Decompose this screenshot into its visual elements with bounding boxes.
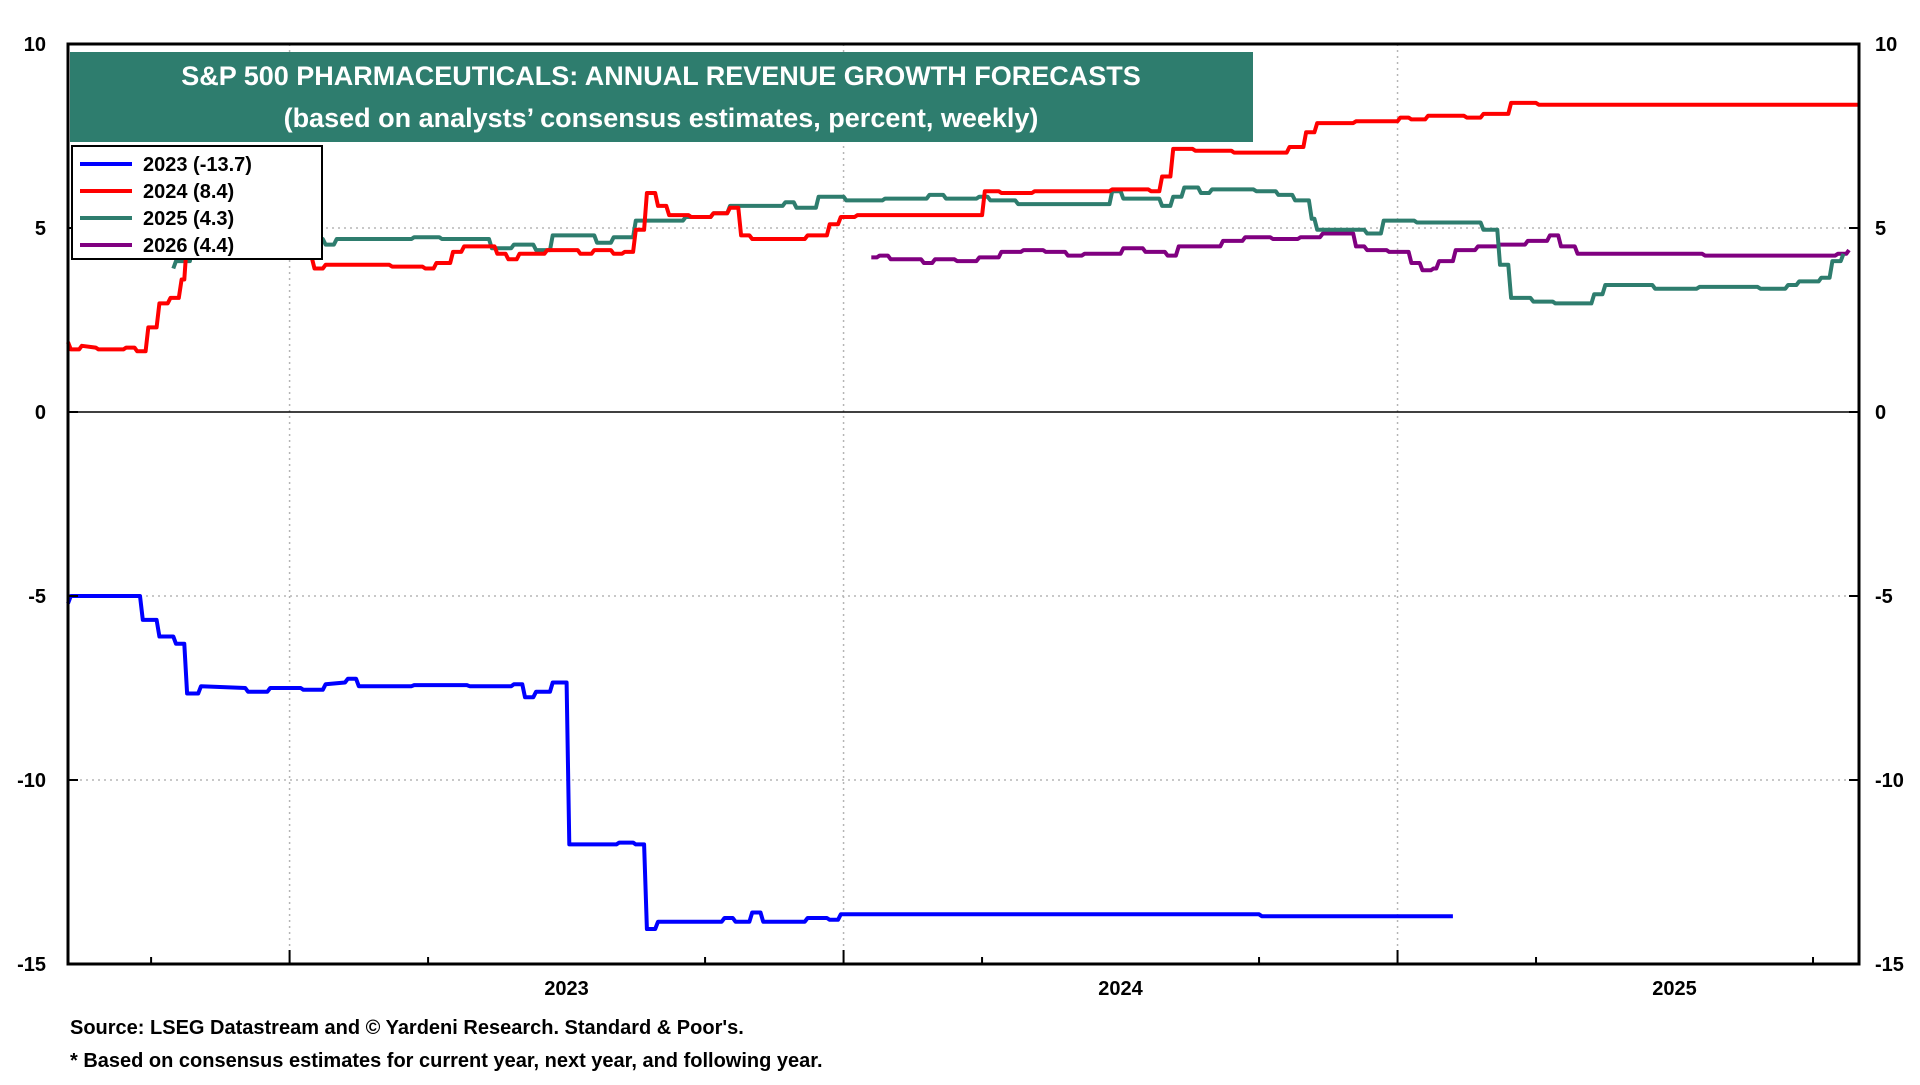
y-tick-label-left: 5	[35, 218, 46, 240]
series-line	[171, 185, 1846, 306]
y-tick-label-right: 0	[1875, 402, 1886, 424]
y-tick-label-right: -10	[1875, 770, 1904, 792]
grid-layer	[68, 44, 1859, 964]
y-tick-label-right: 5	[1875, 218, 1886, 240]
x-tick-label: 2025	[1652, 978, 1697, 1000]
y-tick-label-right: -5	[1875, 586, 1893, 608]
y-tick-label-left: -15	[17, 954, 46, 976]
legend: 2023 (-13.7) 2024 (8.4) 2025 (4.3) 2026 (4.…	[71, 145, 323, 260]
legend-label: 2023 (-13.7)	[143, 154, 252, 176]
series-line	[871, 231, 1851, 273]
axis-layer: 10 10 5 5 0 0 -5 -5 -10 -10 -15 -15 2023 2024 2025	[17, 34, 1904, 1000]
legend-label: 2026 (4.4)	[143, 235, 234, 257]
title-background	[70, 52, 1253, 142]
y-tick-label-right: -15	[1875, 954, 1904, 976]
plot-frame	[66, 42, 1861, 966]
x-tick-label: 2023	[544, 978, 589, 1000]
y-tick-label-left: 0	[35, 402, 46, 424]
series-line	[66, 594, 1453, 931]
footer-note: * Based on consensus estimates for curre…	[70, 1050, 823, 1072]
x-tick-label: 2024	[1098, 978, 1143, 1000]
y-tick-label-left: 10	[24, 34, 46, 56]
y-tick-label-left: -10	[17, 770, 46, 792]
series-layer	[66, 100, 1859, 931]
title-box: S&P 500 PHARMACEUTICALS: ANNUAL REVENUE …	[70, 52, 1253, 142]
legend-label: 2024 (8.4)	[143, 181, 234, 203]
chart-title: S&P 500 PHARMACEUTICALS: ANNUAL REVENUE …	[181, 61, 1141, 91]
y-tick-label-right: 10	[1875, 34, 1897, 56]
y-tick-label-left: -5	[28, 586, 46, 608]
chart-subtitle: (based on analysts’ consensus estimates,…	[284, 103, 1039, 133]
footer-source: Source: LSEG Datastream and © Yardeni Re…	[70, 1017, 744, 1039]
legend-label: 2025 (4.3)	[143, 208, 234, 230]
